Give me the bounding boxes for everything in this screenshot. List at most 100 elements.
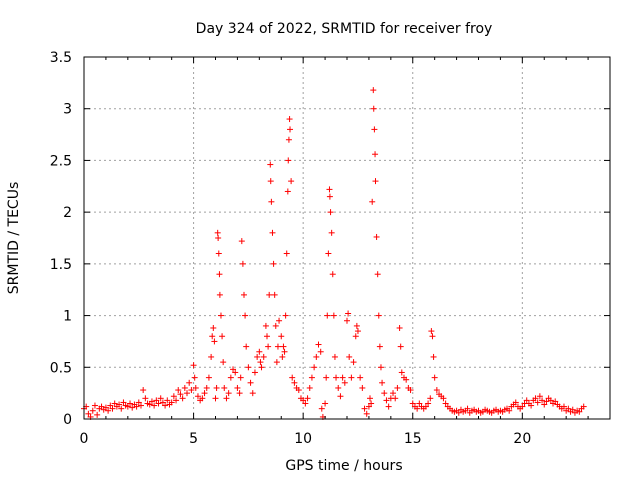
- data-point: [199, 395, 206, 402]
- data-point: [116, 401, 123, 408]
- data-point: [164, 397, 171, 404]
- data-point: [348, 374, 355, 381]
- y-tick-label: 1: [63, 309, 72, 325]
- grid-lines: [84, 57, 610, 419]
- y-tick-label: 1.5: [50, 257, 72, 273]
- data-point: [133, 403, 140, 410]
- data-point: [372, 151, 379, 158]
- data-point: [313, 353, 320, 360]
- data-point: [181, 384, 188, 391]
- data-point: [85, 410, 92, 417]
- data-point: [433, 387, 440, 394]
- data-point: [142, 395, 149, 402]
- chart-title: Day 324 of 2022, SRMTID for receiver fro…: [196, 21, 493, 37]
- data-point: [359, 384, 366, 391]
- data-point: [440, 395, 447, 402]
- data-point: [541, 401, 548, 408]
- data-point: [118, 405, 125, 412]
- data-point: [317, 348, 324, 355]
- data-point: [274, 343, 281, 350]
- data-point: [209, 333, 216, 340]
- data-point: [179, 395, 186, 402]
- data-point: [367, 395, 374, 402]
- data-point: [536, 393, 543, 400]
- data-point: [216, 271, 223, 278]
- data-point: [569, 406, 576, 413]
- data-point: [267, 161, 274, 168]
- y-tick-label: 2.5: [50, 153, 72, 169]
- data-point: [192, 384, 199, 391]
- data-point: [528, 402, 535, 409]
- data-point: [369, 198, 376, 205]
- data-point: [543, 398, 550, 405]
- data-point: [311, 364, 318, 371]
- x-tick-labels: 0 5 10 15 20: [80, 431, 532, 447]
- data-point: [208, 353, 215, 360]
- data-point: [534, 399, 541, 406]
- data-point: [173, 397, 180, 404]
- data-point: [422, 403, 429, 410]
- data-point: [151, 402, 158, 409]
- data-point: [326, 186, 333, 193]
- data-point: [512, 399, 519, 406]
- data-point: [153, 397, 160, 404]
- data-point: [107, 402, 114, 409]
- data-point: [210, 324, 217, 331]
- data-point: [414, 405, 421, 412]
- data-point: [519, 403, 526, 410]
- y-tick-label: 3: [63, 102, 72, 118]
- data-point: [455, 409, 462, 416]
- data-point: [267, 178, 274, 185]
- data-point: [129, 404, 136, 411]
- data-point: [201, 390, 208, 397]
- data-point: [188, 387, 195, 394]
- data-point: [354, 328, 361, 335]
- data-point: [398, 369, 405, 376]
- data-point: [328, 229, 335, 236]
- data-point: [262, 322, 269, 329]
- data-point: [403, 376, 410, 383]
- y-tick-labels: 0 0.5 1 1.5 2 2.5 3 3.5: [50, 50, 72, 428]
- data-point: [337, 393, 344, 400]
- y-tick-label: 2: [63, 205, 72, 221]
- data-point: [135, 399, 142, 406]
- data-point: [346, 353, 353, 360]
- data-point: [374, 271, 381, 278]
- data-point: [523, 397, 530, 404]
- data-point: [137, 402, 144, 409]
- data-point: [353, 322, 360, 329]
- data-point: [392, 395, 399, 402]
- data-point: [427, 395, 434, 402]
- data-point: [370, 105, 377, 112]
- data-point: [270, 260, 277, 267]
- data-point: [431, 374, 438, 381]
- data-point: [532, 395, 539, 402]
- data-point: [168, 399, 175, 406]
- data-point: [302, 400, 309, 407]
- data-point: [265, 343, 272, 350]
- y-tick-label: 3.5: [50, 50, 72, 66]
- data-point: [285, 157, 292, 164]
- data-point: [377, 364, 384, 371]
- data-point: [212, 395, 219, 402]
- x-tick-label: 5: [189, 431, 198, 447]
- y-axis-title: SRMTID / TECUs: [6, 182, 22, 295]
- data-point: [148, 398, 155, 405]
- data-point: [289, 374, 296, 381]
- data-point: [407, 387, 414, 394]
- data-point: [213, 384, 220, 391]
- data-point: [225, 390, 232, 397]
- data-point: [242, 312, 249, 319]
- data-point: [238, 238, 245, 245]
- data-point: [428, 328, 435, 335]
- data-point: [552, 398, 559, 405]
- data-point: [335, 384, 342, 391]
- data-point: [464, 405, 471, 412]
- data-point: [565, 405, 572, 412]
- data-point: [286, 116, 293, 123]
- data-point: [287, 126, 294, 133]
- data-point: [306, 384, 313, 391]
- data-point: [368, 400, 375, 407]
- data-point: [217, 312, 224, 319]
- data-point: [315, 341, 322, 348]
